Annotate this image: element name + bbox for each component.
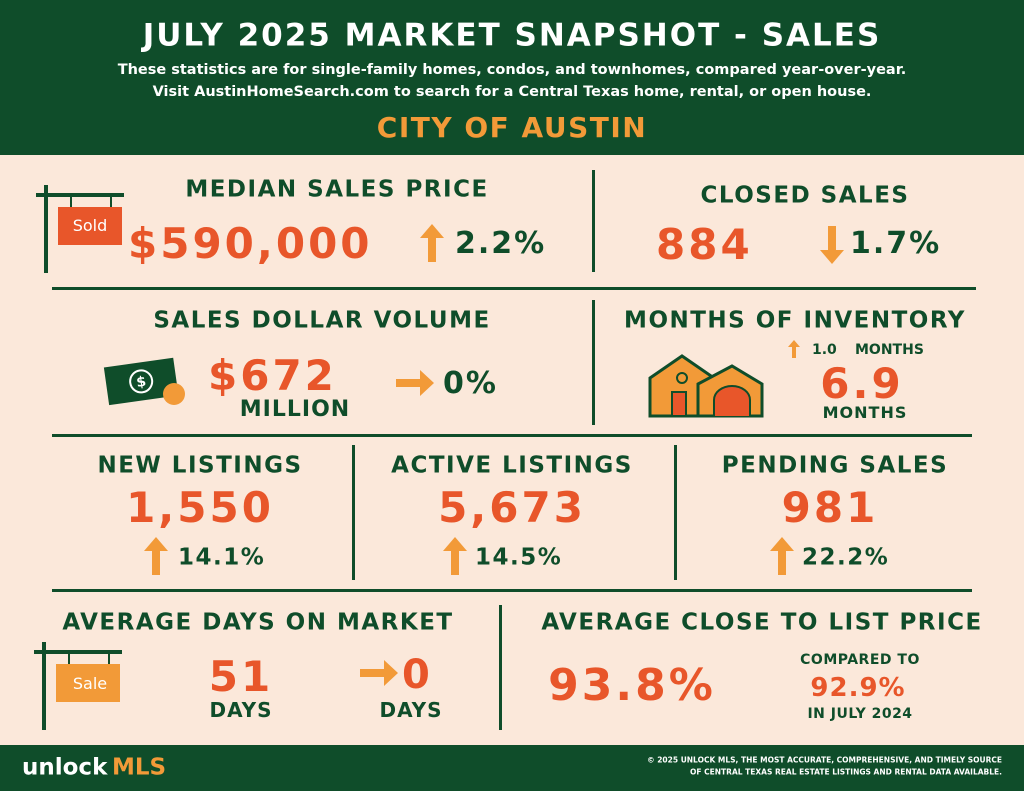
brand: unlock [22, 754, 108, 781]
arrow-right [360, 660, 398, 686]
metric-change: 2.2% [455, 226, 547, 261]
footer-notice: © 2025 UNLOCK MLS, THE MOST ACCURATE, CO… [647, 755, 1002, 765]
sign-icon [36, 185, 124, 273]
metric-value: 51 [208, 652, 274, 701]
comparison-value: 92.9% [810, 673, 906, 703]
arrow-up [420, 224, 444, 262]
divider [499, 605, 502, 730]
metric-value: $590,000 [128, 219, 373, 268]
divider [674, 445, 677, 580]
metric-value: 981 [781, 483, 879, 532]
metric-label: CLOSED SALES [700, 182, 910, 209]
divider [592, 300, 595, 425]
region: CITY OF AUSTIN [376, 111, 648, 144]
comparison-label: COMPARED TO [800, 652, 920, 668]
metric-change-unit: DAYS [379, 698, 443, 722]
metric-label: PENDING SALES [721, 452, 949, 479]
metric-change: 1.7% [850, 226, 942, 261]
metric-value: 1,550 [126, 483, 274, 532]
sign-icon [34, 642, 122, 730]
money-icon: $ [103, 357, 185, 406]
metric-value: 93.8% [548, 660, 716, 711]
metric-change: 0% [443, 366, 498, 401]
metric-change: 22.2% [802, 544, 890, 571]
svg-text:$: $ [135, 374, 147, 391]
metric-value: 5,673 [438, 483, 586, 532]
divider [52, 589, 972, 592]
metric-change: 1.0 [812, 342, 837, 358]
metric-value: $672 [208, 351, 337, 400]
footer-notice: OF CENTRAL TEXAS REAL ESTATE LISTINGS AN… [690, 767, 1002, 777]
metric-label: MEDIAN SALES PRICE [185, 176, 489, 203]
arrow-down [820, 226, 844, 264]
subtitle: These statistics are for single-family h… [117, 61, 907, 78]
metric-label: MONTHS OF INVENTORY [624, 307, 966, 334]
house-icon [648, 354, 764, 418]
divider [592, 170, 595, 272]
divider [52, 287, 976, 290]
metric-unit: MILLION [239, 397, 351, 422]
sign-label: Sold [72, 216, 108, 235]
arrow-up [770, 537, 794, 575]
metric-label: NEW LISTINGS [97, 452, 303, 479]
arrow-up [144, 537, 168, 575]
metric-label: AVERAGE CLOSE TO LIST PRICE [541, 609, 983, 636]
metric-label: SALES DOLLAR VOLUME [153, 307, 491, 334]
comparison-period: IN JULY 2024 [807, 706, 913, 722]
arrow-up [443, 537, 467, 575]
divider [352, 445, 355, 580]
metric-change: 14.1% [178, 544, 266, 571]
arrow-up [788, 340, 800, 358]
sign-label: Sale [72, 674, 108, 693]
metric-label: ACTIVE LISTINGS [391, 452, 633, 479]
brand-accent: MLS [112, 754, 167, 781]
footer-band [0, 745, 1024, 791]
metric-change: 0 [402, 652, 430, 698]
header-band [0, 0, 1024, 155]
subtitle: Visit AustinHomeSearch.com to search for… [152, 83, 872, 100]
metric-value: 884 [656, 220, 753, 269]
metric-change-unit: MONTHS [855, 342, 924, 358]
metric-unit: DAYS [209, 698, 273, 722]
arrow-right [396, 370, 434, 396]
title: JULY 2025 MARKET SNAPSHOT - SALES [142, 17, 882, 54]
divider [52, 434, 972, 437]
metric-label: AVERAGE DAYS ON MARKET [62, 609, 454, 636]
metric-value: 6.9 [820, 359, 904, 408]
metric-unit: MONTHS [822, 403, 908, 422]
metric-change: 14.5% [475, 544, 563, 571]
